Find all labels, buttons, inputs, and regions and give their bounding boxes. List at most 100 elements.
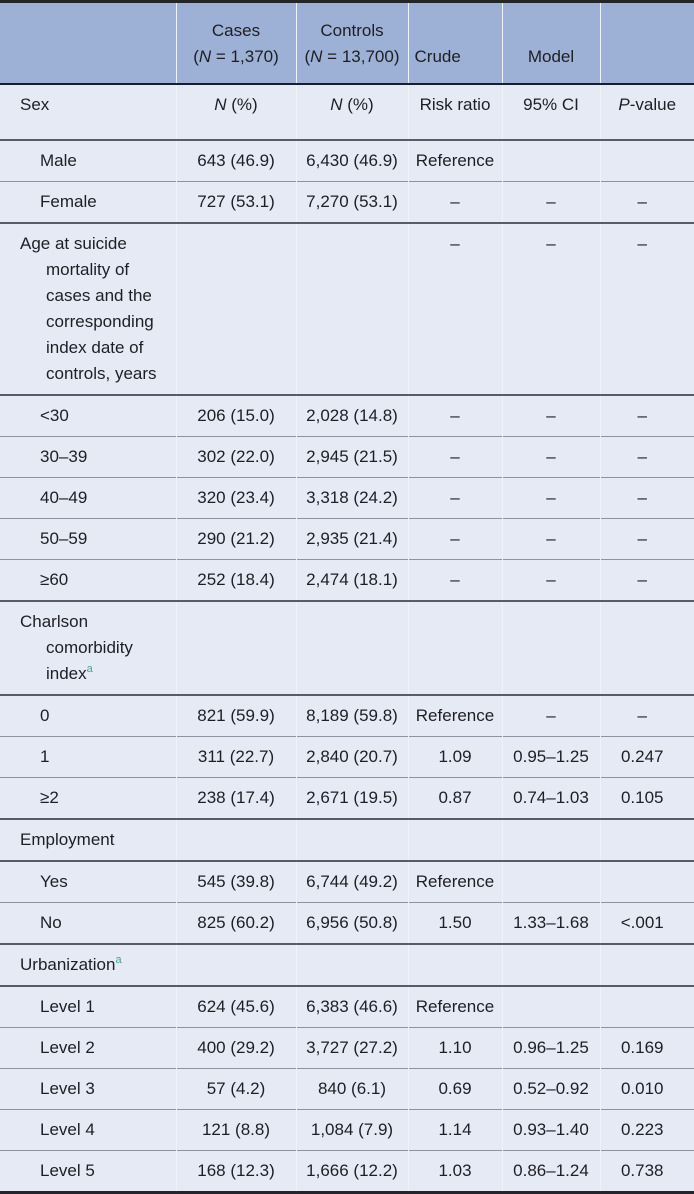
table-row: Level 5 168 (12.3) 1,666 (12.2) 1.03 0.86–1.… xyxy=(0,1150,694,1192)
cell-95ci xyxy=(501,139,600,181)
cell-95ci: – xyxy=(501,559,600,601)
row-label-cell: Level 5 xyxy=(0,1150,176,1192)
row-label-cell: Level 1 xyxy=(0,986,176,1028)
cell-p-value: – xyxy=(599,222,694,395)
cell-crude-risk-ratio: Reference xyxy=(407,139,502,181)
subheader-controls-n-pct: N (%) xyxy=(295,83,408,140)
cell-controls: 7,270 (53.1) xyxy=(295,181,408,223)
row-label-cell: Female xyxy=(0,181,176,223)
cell-cases: 168 (12.3) xyxy=(175,1150,296,1192)
row-label-cell: Yes xyxy=(0,861,176,903)
subheader-risk-ratio: Risk ratio xyxy=(407,83,502,140)
row-label: Level 1 xyxy=(40,996,95,1016)
cell-cases: 320 (23.4) xyxy=(175,477,296,518)
row-label-cell: Level 2 xyxy=(0,1027,176,1068)
cell-95ci xyxy=(501,985,600,1027)
cell-p-value xyxy=(599,860,694,902)
cell-crude-risk-ratio xyxy=(407,818,502,861)
controls-n-count: (N = 13,700) xyxy=(304,46,400,66)
cell-cases: 290 (21.2) xyxy=(175,518,296,559)
table-row: Age at suicide mortality of cases and th… xyxy=(0,222,694,395)
row-label-cell: 0 xyxy=(0,695,176,737)
cell-crude-risk-ratio: – xyxy=(407,222,502,395)
row-label-cell: No xyxy=(0,902,176,944)
cell-cases: 727 (53.1) xyxy=(175,181,296,223)
cell-p-value: – xyxy=(599,436,694,477)
row-label: 40–49 xyxy=(40,487,88,507)
cell-p-value: – xyxy=(599,181,694,223)
subheader-sex: Sex xyxy=(20,94,50,114)
row-label: 50–59 xyxy=(40,528,88,548)
row-label-cell: 1 xyxy=(0,736,176,777)
table-row: Level 4 121 (8.8) 1,084 (7.9) 1.14 0.93–1.40… xyxy=(0,1109,694,1150)
cell-cases: 400 (29.2) xyxy=(175,1027,296,1068)
cell-p-value: <.001 xyxy=(599,902,694,944)
cell-95ci: 0.74–1.03 xyxy=(501,777,600,819)
cell-controls: 2,840 (20.7) xyxy=(295,736,408,777)
table-header: Cases (N = 1,370) Controls (N = 13,700) … xyxy=(0,1,694,140)
table-row: Level 3 57 (4.2) 840 (6.1) 0.69 0.52–0.92 0.0… xyxy=(0,1068,694,1109)
cell-p-value: 0.105 xyxy=(599,777,694,819)
row-label-cell: 50–59 xyxy=(0,518,176,559)
row-label: Male xyxy=(40,150,77,170)
table-row: ≥60 252 (18.4) 2,474 (18.1) – – – xyxy=(0,559,694,601)
cell-p-value xyxy=(599,943,694,986)
cell-controls: 6,744 (49.2) xyxy=(295,860,408,902)
row-label: Level 3 xyxy=(40,1078,95,1098)
table-row: 40–49 320 (23.4) 3,318 (24.2) – – – xyxy=(0,477,694,518)
cell-p-value: 0.169 xyxy=(599,1027,694,1068)
cell-controls xyxy=(295,818,408,861)
cell-controls: 2,028 (14.8) xyxy=(295,394,408,436)
row-label: 1 xyxy=(40,746,50,766)
cell-controls xyxy=(295,222,408,395)
row-label: Age at suicide mortality of cases and th… xyxy=(20,233,157,383)
cell-cases: 825 (60.2) xyxy=(175,902,296,944)
cell-p-value: – xyxy=(599,559,694,601)
cell-p-value: – xyxy=(599,394,694,436)
cell-cases: 238 (17.4) xyxy=(175,777,296,819)
cell-95ci xyxy=(501,860,600,902)
row-label: <30 xyxy=(40,405,69,425)
cell-controls xyxy=(295,600,408,695)
cell-crude-risk-ratio xyxy=(407,943,502,986)
cell-crude-risk-ratio: Reference xyxy=(407,694,502,736)
cell-95ci xyxy=(501,600,600,695)
subheader-row: Sex N (%) N (%) Risk ratio 95% CI P-valu… xyxy=(0,83,694,140)
header-model: Model xyxy=(501,1,600,84)
cell-p-value: 0.223 xyxy=(599,1109,694,1150)
cell-crude-risk-ratio: – xyxy=(407,559,502,601)
cell-95ci: 1.33–1.68 xyxy=(501,902,600,944)
cell-cases xyxy=(175,943,296,986)
cell-crude-risk-ratio: – xyxy=(407,181,502,223)
cell-cases xyxy=(175,818,296,861)
section-label-cell: Urbanizationa xyxy=(20,953,122,974)
table-row: Employment xyxy=(0,818,694,861)
cell-cases: 302 (22.0) xyxy=(175,436,296,477)
table-row: Urbanizationa xyxy=(0,943,694,986)
cell-cases: 121 (8.8) xyxy=(175,1109,296,1150)
cell-95ci: – xyxy=(501,436,600,477)
row-label: ≥2 xyxy=(40,787,59,807)
cases-title: Cases xyxy=(211,20,261,40)
row-label: Yes xyxy=(40,871,68,891)
cell-cases: 206 (15.0) xyxy=(175,394,296,436)
header-crude: Crude xyxy=(407,1,502,84)
row-label-cell: Male xyxy=(0,140,176,182)
header-controls-group: Controls (N = 13,700) xyxy=(295,1,408,84)
cell-cases: 643 (46.9) xyxy=(175,139,296,181)
cell-crude-risk-ratio: 0.69 xyxy=(407,1068,502,1109)
row-label: 0 xyxy=(40,705,50,725)
cell-controls: 1,666 (12.2) xyxy=(295,1150,408,1192)
cell-controls: 6,383 (46.6) xyxy=(295,985,408,1027)
cell-cases xyxy=(175,222,296,395)
cell-crude-risk-ratio: – xyxy=(407,518,502,559)
row-label-cell: 30–39 xyxy=(0,436,176,477)
subheader-p-value: P-value xyxy=(599,83,694,140)
header-empty-cell-right xyxy=(599,1,694,84)
cell-p-value: – xyxy=(599,694,694,736)
cell-crude-risk-ratio: – xyxy=(407,477,502,518)
cell-p-value: – xyxy=(599,518,694,559)
cell-cases: 252 (18.4) xyxy=(175,559,296,601)
row-label: Employment xyxy=(20,829,115,849)
cell-95ci: 0.96–1.25 xyxy=(501,1027,600,1068)
